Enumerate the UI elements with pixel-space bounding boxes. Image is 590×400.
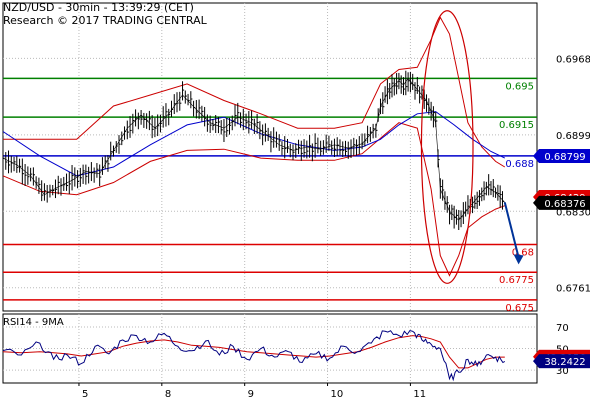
rsi-ma-line [2,335,505,369]
level-label-0.6915: 0.6915 [499,120,534,131]
price-gridlines [3,3,537,311]
x-tick-label-11: 11 [413,389,426,400]
bollinger-upper-line [3,16,506,168]
x-tick-label-10: 10 [331,389,344,400]
x-tick-label-5: 5 [82,389,88,400]
price-tick-label-0.6761: 0.6761 [556,284,590,295]
level-label-0.675: 0.675 [505,303,534,314]
rsi-tag-38.2422-label: 38.2422 [544,357,585,368]
price-series [2,16,506,277]
price-tick-label-0.6830: 0.6830 [556,207,590,218]
price-tag-0.68799-pointer [533,149,539,164]
price-tag-0.68376-label: 0.68376 [544,199,585,210]
rsi-series [2,330,506,382]
price-tag-0.68799-bg [539,149,590,164]
level-label-0.6775: 0.6775 [499,275,534,286]
rsi-tag-38.2422-bg [539,354,590,369]
chart-copyright: Research © 2017 TRADING CENTRAL [3,14,207,27]
level-label-0.68: 0.68 [512,248,534,259]
highlight-ellipse [420,10,474,284]
price-close-line [2,77,506,221]
price-panel-frame [2,2,538,312]
price-tag-0.68376-pointer [533,195,539,210]
level-label-0.695: 0.695 [505,81,534,92]
rsi-line [2,330,506,382]
rsi-panel-title: RSI14 - 9MA [3,317,64,328]
x-tick-label-8: 8 [165,389,171,400]
rsi-tick-label-30: 30 [556,366,569,377]
price-tag-0.68376-bg [539,195,590,210]
chart-title: NZD/USD - 30min - 13:39:29 (CET) [3,1,194,14]
projection-arrow-head [513,254,524,265]
projection-arrow-shaft [503,202,520,258]
x-tick-label-9: 9 [248,389,254,400]
rsi-tick-label-70: 70 [556,323,569,334]
level-label-0.688: 0.688 [505,159,534,170]
annotations [420,10,524,284]
rsi-tag-38.2422-pointer [533,354,539,369]
price-tick-label-0.6968: 0.6968 [556,54,590,65]
price-tag-0.68799-label: 0.68799 [544,152,585,163]
bollinger-lower-line [2,122,505,277]
price-tick-label-0.6899: 0.6899 [556,131,590,142]
